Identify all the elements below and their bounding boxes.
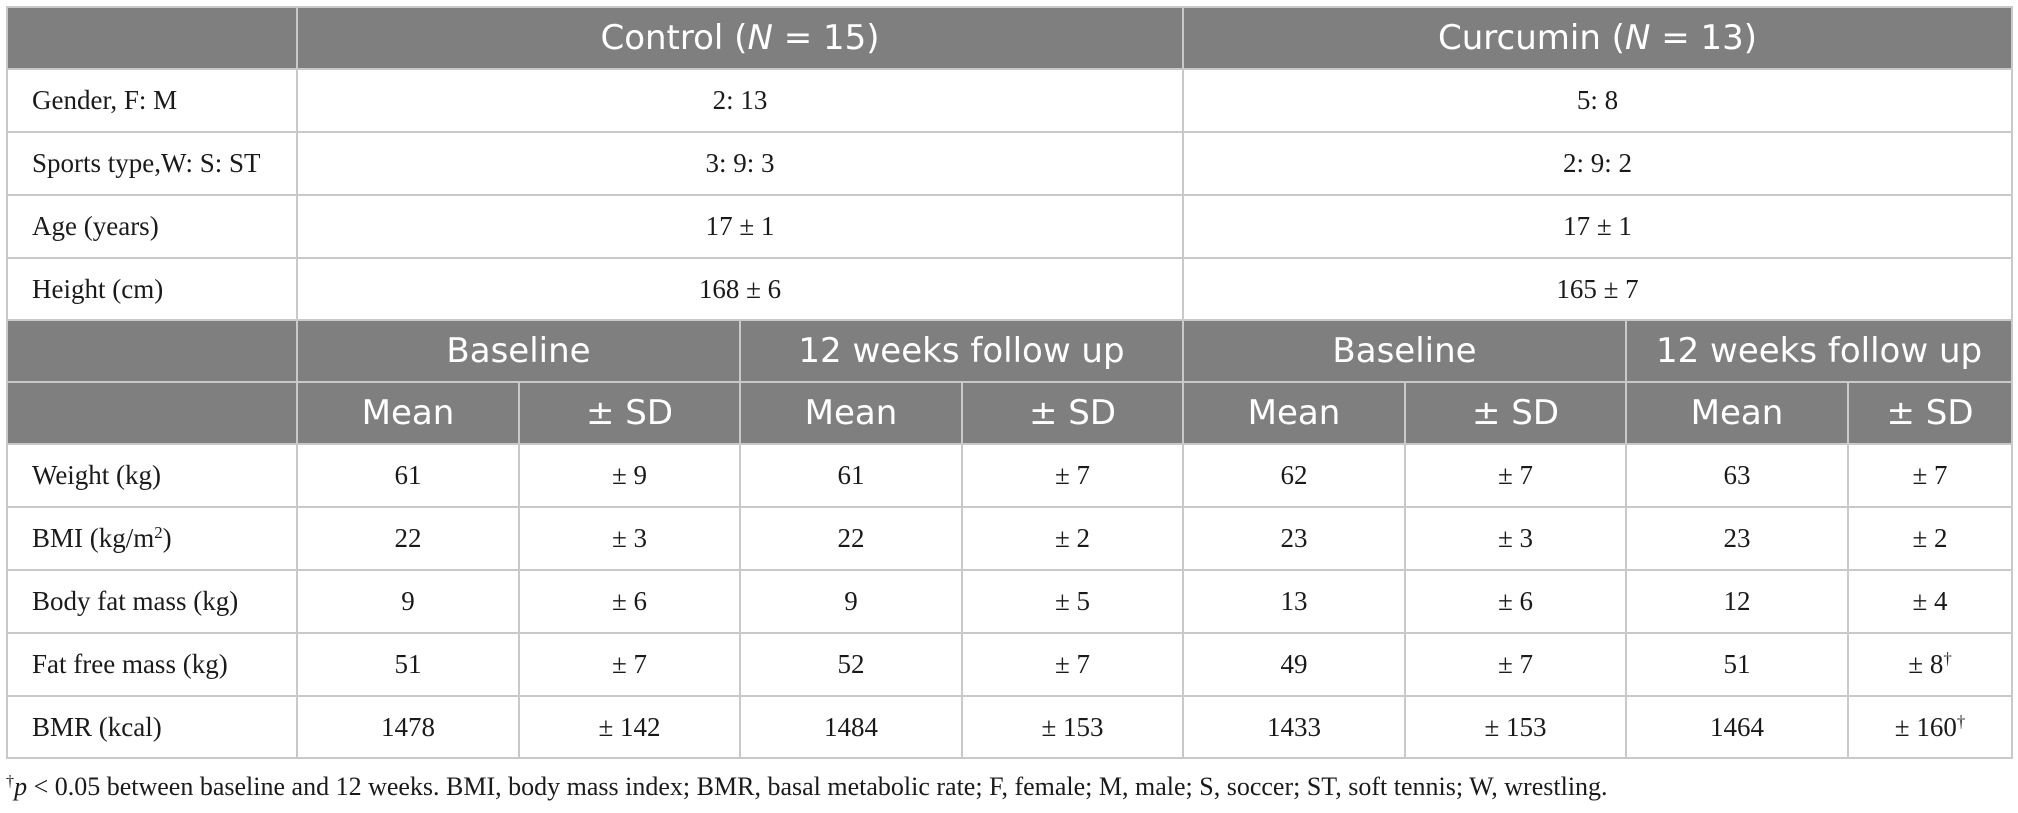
curcumin-value: 5: 8 bbox=[1181, 68, 2014, 133]
mean-header: Mean bbox=[739, 381, 963, 445]
mean-header: Mean bbox=[296, 381, 520, 445]
table-cell: 22 bbox=[739, 506, 963, 571]
table-cell: ± 153 bbox=[961, 695, 1184, 759]
table-cell: ± 7 bbox=[1846, 443, 2014, 508]
row-label: Weight (kg) bbox=[6, 443, 298, 508]
group-header-row: Control (N = 15) Curcumin (N = 13) bbox=[6, 6, 2014, 70]
table-cell: ± 153 bbox=[1404, 695, 1627, 759]
table-cell: ± 2 bbox=[961, 506, 1184, 571]
curcumin-followup-header: 12 weeks follow up bbox=[1624, 319, 2014, 383]
demographic-row: Age (years) 17 ± 1 17 ± 1 bbox=[6, 194, 2014, 259]
table-cell: 1464 bbox=[1625, 695, 1849, 759]
table-cell: ± 7 bbox=[1404, 632, 1627, 697]
corner-cell bbox=[6, 319, 298, 383]
table-container: Control (N = 15) Curcumin (N = 13) Gende… bbox=[6, 6, 2014, 759]
table-cell: 23 bbox=[1625, 506, 1849, 571]
row-label: Body fat mass (kg) bbox=[6, 569, 298, 634]
table-cell: ± 7 bbox=[961, 443, 1184, 508]
baseline-characteristics-table: Control (N = 15) Curcumin (N = 13) Gende… bbox=[6, 6, 2014, 759]
table-cell: ± 3 bbox=[518, 506, 741, 571]
measure-row: Body fat mass (kg) 9 ± 6 9 ± 5 13 ± 6 12… bbox=[6, 569, 2014, 634]
curcumin-value: 2: 9: 2 bbox=[1181, 131, 2014, 196]
row-label: Sports type,W: S: ST bbox=[6, 131, 298, 196]
table-cell: 12 bbox=[1625, 569, 1849, 634]
table-cell: ± 3 bbox=[1404, 506, 1627, 571]
table-cell: 22 bbox=[296, 506, 520, 571]
table-cell: ± 7 bbox=[518, 632, 741, 697]
mean-header: Mean bbox=[1625, 381, 1849, 445]
measure-row: BMR (kcal) 1478 ± 142 1484 ± 153 1433 ± … bbox=[6, 695, 2014, 759]
control-value: 168 ± 6 bbox=[296, 257, 1184, 321]
sd-header: ± SD bbox=[1846, 381, 2014, 445]
table-cell: ± 142 bbox=[518, 695, 741, 759]
footnote-text: < 0.05 between baseline and 12 weeks. BM… bbox=[27, 772, 1608, 801]
curcumin-group-header: Curcumin (N = 13) bbox=[1181, 6, 2014, 70]
table-cell: ± 2 bbox=[1846, 506, 2014, 571]
dagger-mark: † bbox=[1943, 648, 1952, 668]
table-cell: 9 bbox=[296, 569, 520, 634]
table-cell: ± 5 bbox=[961, 569, 1184, 634]
control-baseline-header: Baseline bbox=[296, 319, 741, 383]
timepoint-header-row: Baseline 12 weeks follow up Baseline 12 … bbox=[6, 319, 2014, 383]
control-group-header: Control (N = 15) bbox=[296, 6, 1184, 70]
table-cell: 61 bbox=[739, 443, 963, 508]
table-cell: 52 bbox=[739, 632, 963, 697]
table-footnote: †p < 0.05 between baseline and 12 weeks.… bbox=[6, 772, 1608, 802]
table-cell: ± 6 bbox=[518, 569, 741, 634]
demographic-row: Sports type,W: S: ST 3: 9: 3 2: 9: 2 bbox=[6, 131, 2014, 196]
table-cell: 49 bbox=[1182, 632, 1406, 697]
row-label: BMR (kcal) bbox=[6, 695, 298, 759]
demographic-row: Height (cm) 168 ± 6 165 ± 7 bbox=[6, 257, 2014, 321]
table-cell: 23 bbox=[1182, 506, 1406, 571]
table-cell: 51 bbox=[296, 632, 520, 697]
table-cell: 63 bbox=[1625, 443, 1849, 508]
table-cell: 62 bbox=[1182, 443, 1406, 508]
table-cell: ± 4 bbox=[1846, 569, 2014, 634]
table-cell: 9 bbox=[739, 569, 963, 634]
dagger-mark: † bbox=[1956, 711, 1966, 731]
table-cell: 51 bbox=[1625, 632, 1849, 697]
control-value: 3: 9: 3 bbox=[296, 131, 1184, 196]
row-label: Gender, F: M bbox=[6, 68, 298, 133]
row-label: Age (years) bbox=[6, 194, 298, 259]
measure-row: BMI (kg/m2) 22 ± 3 22 ± 2 23 ± 3 23 ± 2 bbox=[6, 506, 2014, 571]
table-cell: ± 9 bbox=[518, 443, 741, 508]
table-cell: ± 7 bbox=[1404, 443, 1627, 508]
curcumin-value: 165 ± 7 bbox=[1181, 257, 2014, 321]
measure-row: Weight (kg) 61 ± 9 61 ± 7 62 ± 7 63 ± 7 bbox=[6, 443, 2014, 508]
control-followup-header: 12 weeks follow up bbox=[739, 319, 1184, 383]
table-cell: 1484 bbox=[739, 695, 963, 759]
table-cell: 1433 bbox=[1182, 695, 1406, 759]
row-label: Height (cm) bbox=[6, 257, 298, 321]
corner-cell bbox=[6, 6, 298, 70]
superscript: 2 bbox=[154, 522, 163, 542]
row-label: BMI (kg/m2) bbox=[6, 506, 298, 571]
stat-header-row: Mean ± SD Mean ± SD Mean ± SD Mean ± SD bbox=[6, 381, 2014, 445]
mean-header: Mean bbox=[1182, 381, 1406, 445]
sd-header: ± SD bbox=[518, 381, 741, 445]
corner-cell bbox=[6, 381, 298, 445]
table-cell: ± 160† bbox=[1846, 695, 2014, 759]
control-value: 17 ± 1 bbox=[296, 194, 1184, 259]
curcumin-baseline-header: Baseline bbox=[1182, 319, 1627, 383]
table-cell: ± 7 bbox=[961, 632, 1184, 697]
p-variable: p bbox=[14, 772, 28, 801]
sd-header: ± SD bbox=[1404, 381, 1627, 445]
dagger-mark: † bbox=[6, 773, 15, 791]
control-value: 2: 13 bbox=[296, 68, 1184, 133]
table-cell: ± 6 bbox=[1404, 569, 1627, 634]
curcumin-value: 17 ± 1 bbox=[1181, 194, 2014, 259]
row-label: Fat free mass (kg) bbox=[6, 632, 298, 697]
sd-header: ± SD bbox=[961, 381, 1184, 445]
table-cell: ± 8† bbox=[1846, 632, 2014, 697]
table-cell: 13 bbox=[1182, 569, 1406, 634]
table-cell: 1478 bbox=[296, 695, 520, 759]
table-cell: 61 bbox=[296, 443, 520, 508]
demographic-row: Gender, F: M 2: 13 5: 8 bbox=[6, 68, 2014, 133]
measure-row: Fat free mass (kg) 51 ± 7 52 ± 7 49 ± 7 … bbox=[6, 632, 2014, 697]
